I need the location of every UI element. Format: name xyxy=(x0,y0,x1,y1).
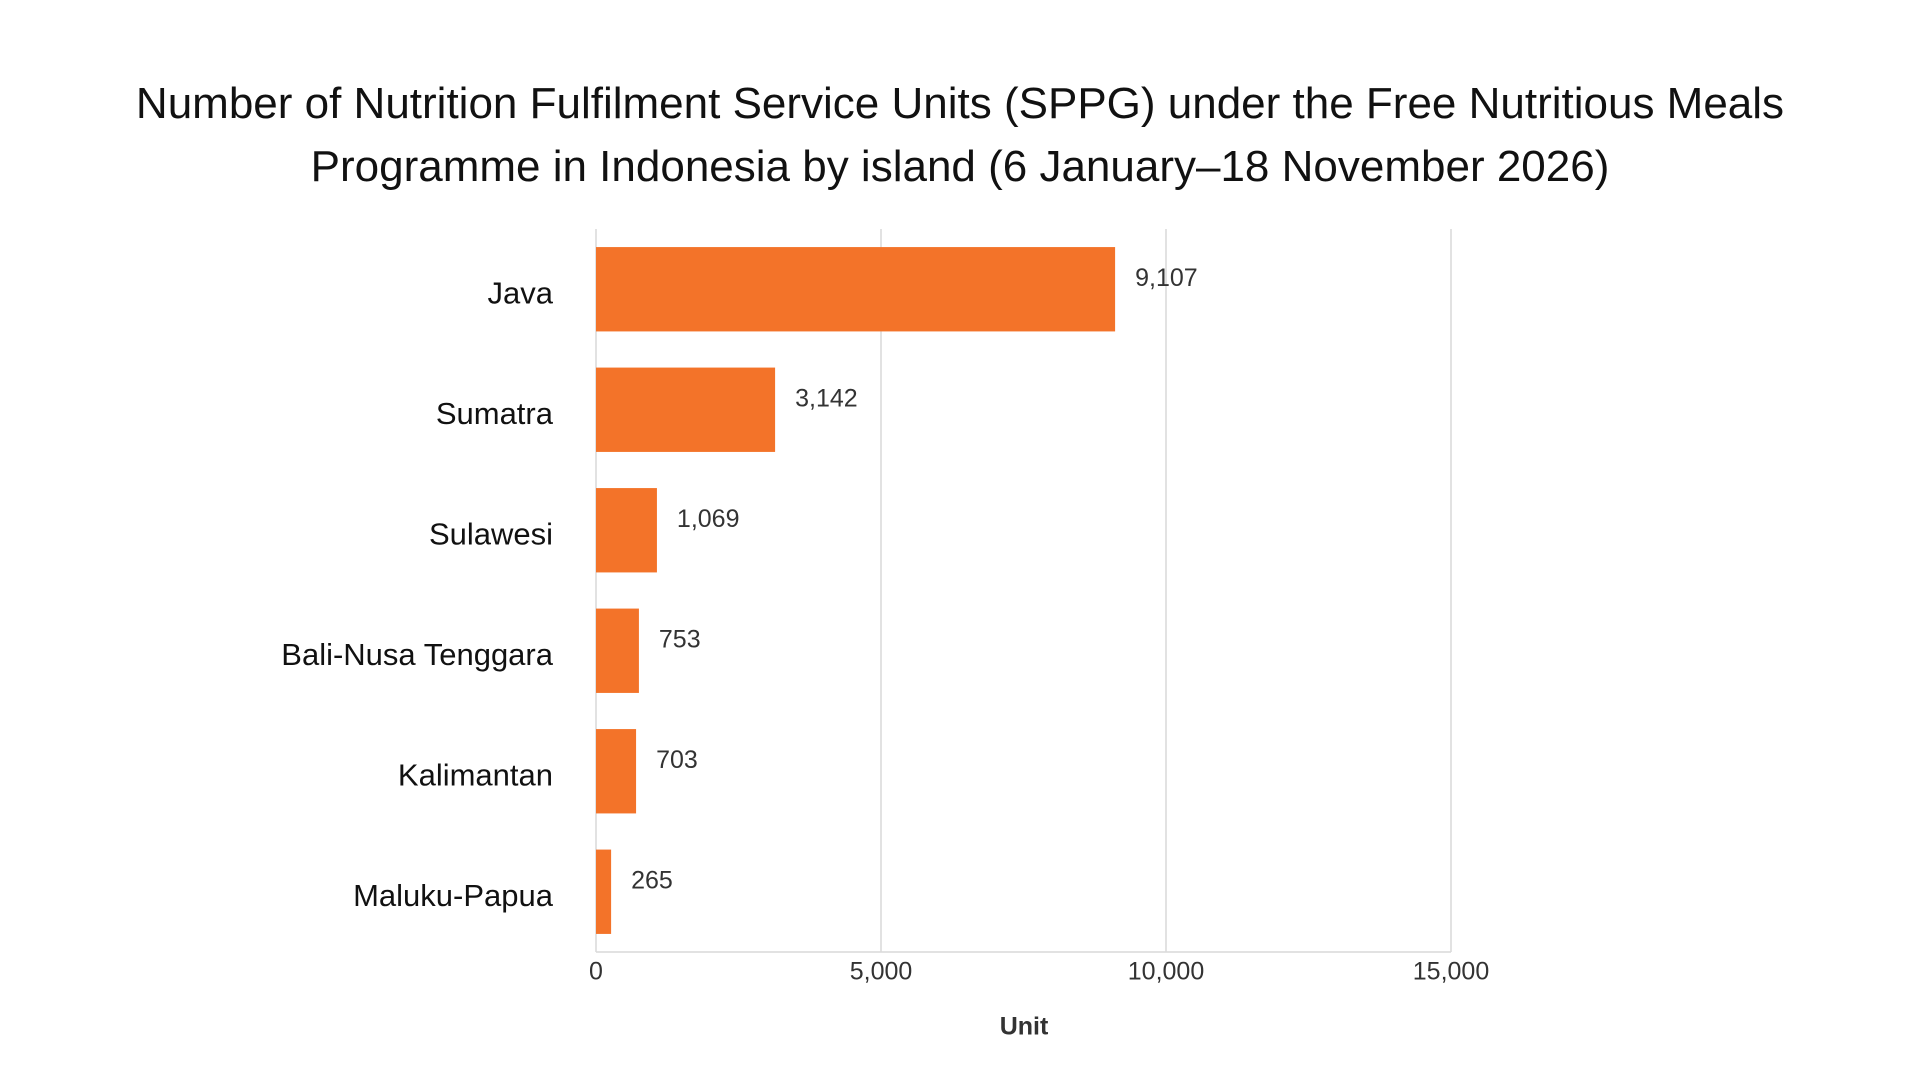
bar xyxy=(596,247,1116,332)
x-axis-label: Unit xyxy=(1000,1013,1049,1041)
x-tick-label: 0 xyxy=(589,958,603,986)
value-label: 265 xyxy=(631,866,673,894)
bar xyxy=(596,849,612,934)
value-label: 753 xyxy=(659,625,701,653)
value-label: 703 xyxy=(656,746,698,774)
chart-title: Number of Nutrition Fulfilment Service U… xyxy=(135,79,1785,191)
bar xyxy=(596,367,776,452)
y-tick-label: Bali-Nusa Tenggara xyxy=(281,637,553,672)
value-label: 9,107 xyxy=(1135,264,1198,292)
x-tick-label: 5,000 xyxy=(850,958,913,986)
y-tick-label: Kalimantan xyxy=(398,757,553,792)
value-label: 1,069 xyxy=(677,505,740,533)
bar xyxy=(596,488,657,573)
x-tick-label: 10,000 xyxy=(1128,958,1204,986)
bar xyxy=(596,608,639,693)
y-tick-label: Java xyxy=(488,275,554,310)
y-tick-label: Sulawesi xyxy=(429,516,553,551)
y-tick-label: Maluku-Papua xyxy=(353,878,554,913)
y-tick-label: Sumatra xyxy=(436,396,554,431)
bar xyxy=(596,729,637,814)
value-label: 3,142 xyxy=(795,384,858,412)
x-tick-label: 15,000 xyxy=(1413,958,1489,986)
